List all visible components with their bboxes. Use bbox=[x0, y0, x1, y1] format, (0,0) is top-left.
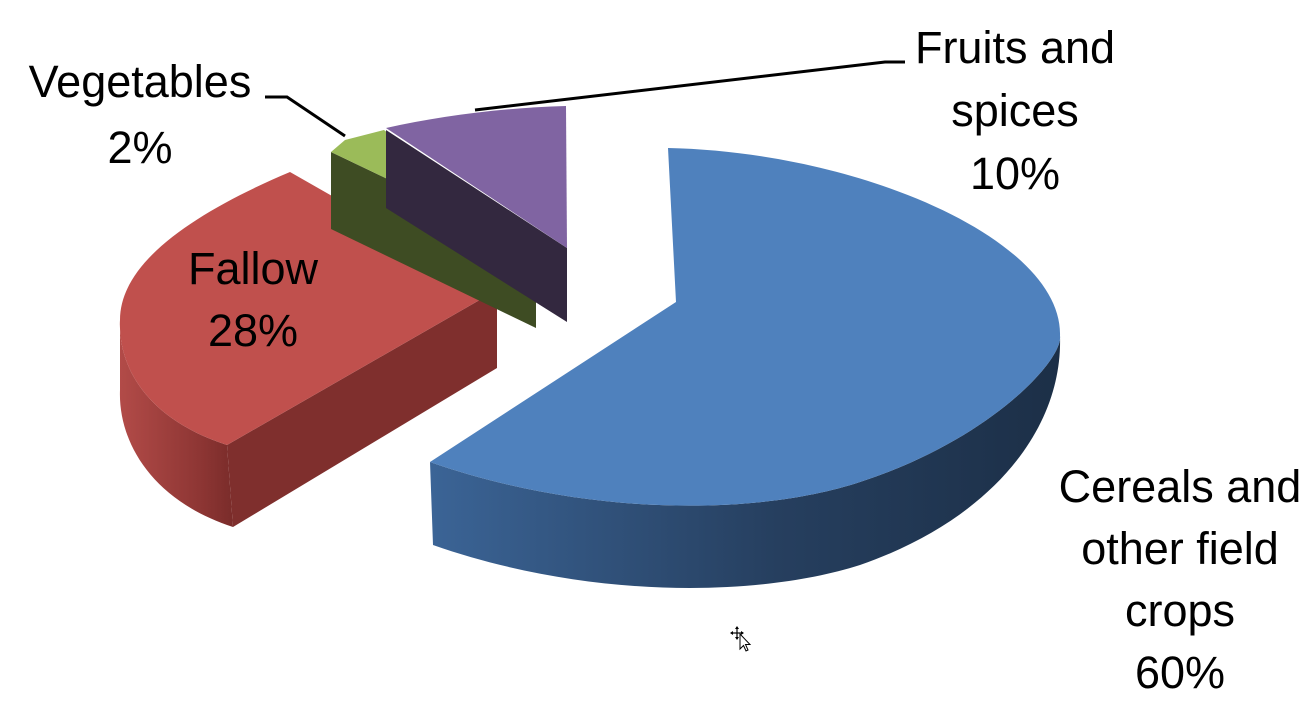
label-cereals-line3: crops bbox=[1125, 585, 1235, 636]
leader-line-vegetables bbox=[265, 95, 346, 138]
slice-cereals[interactable] bbox=[430, 148, 1061, 588]
label-vegetables-name: Vegetables bbox=[29, 56, 252, 107]
slice-fruits-side bbox=[386, 130, 567, 322]
label-fallow-name: Fallow bbox=[188, 243, 319, 294]
label-cereals-pct: 60% bbox=[1135, 647, 1225, 698]
slice-fallow-cut-side bbox=[227, 290, 497, 527]
label-fruits-line2: spices bbox=[951, 85, 1079, 136]
label-cereals-line2: other field bbox=[1081, 523, 1279, 574]
slice-cereals-side bbox=[430, 336, 1061, 588]
label-fruits-pct: 10% bbox=[970, 148, 1060, 199]
slice-fallow-outer-side bbox=[119, 320, 233, 527]
move-cursor-icon bbox=[730, 626, 752, 652]
label-cereals-line1: Cereals and bbox=[1059, 461, 1302, 512]
slice-fruits-top bbox=[386, 106, 567, 248]
label-fruits-line1: Fruits and bbox=[915, 22, 1115, 73]
slice-fruits[interactable] bbox=[386, 106, 567, 322]
leader-line-fruits bbox=[474, 60, 905, 112]
label-vegetables-pct: 2% bbox=[107, 122, 172, 173]
slice-vegetables-side bbox=[331, 152, 536, 328]
slice-cereals-top bbox=[430, 148, 1061, 506]
label-fallow-pct: 28% bbox=[208, 305, 298, 356]
